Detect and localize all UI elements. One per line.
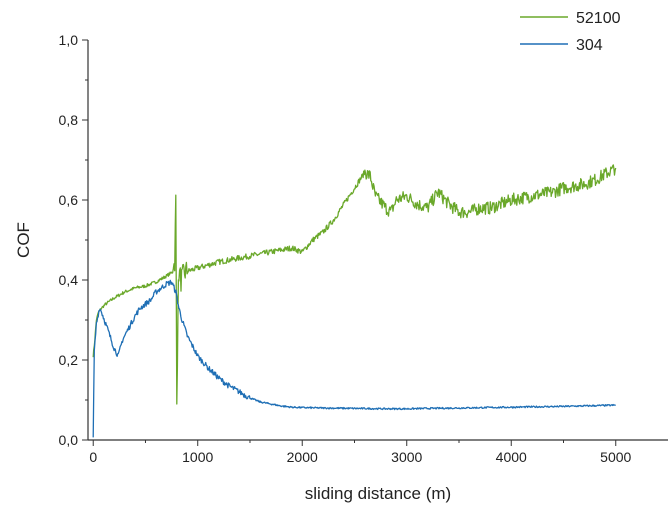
y-tick-label: 0,4 (59, 272, 79, 288)
x-tick-label: 0 (89, 449, 97, 465)
y-tick-label: 0,2 (59, 352, 79, 368)
y-tick-label: 1,0 (59, 32, 79, 48)
x-tick-label: 2000 (287, 449, 318, 465)
series-line-304 (92, 279, 616, 438)
y-axis-title: COF (14, 222, 33, 258)
y-tick-label: 0,8 (59, 112, 79, 128)
x-tick-label: 1000 (182, 449, 213, 465)
x-tick-label: 5000 (600, 449, 631, 465)
y-tick-label: 0,0 (59, 432, 79, 448)
x-axis-title: sliding distance (m) (305, 484, 451, 503)
legend-label-52100: 52100 (576, 10, 621, 27)
x-tick-label: 3000 (391, 449, 422, 465)
series-line-52100 (92, 164, 617, 405)
x-tick-label: 4000 (496, 449, 527, 465)
y-tick-label: 0,6 (59, 192, 79, 208)
legend-label-304: 304 (576, 37, 603, 54)
